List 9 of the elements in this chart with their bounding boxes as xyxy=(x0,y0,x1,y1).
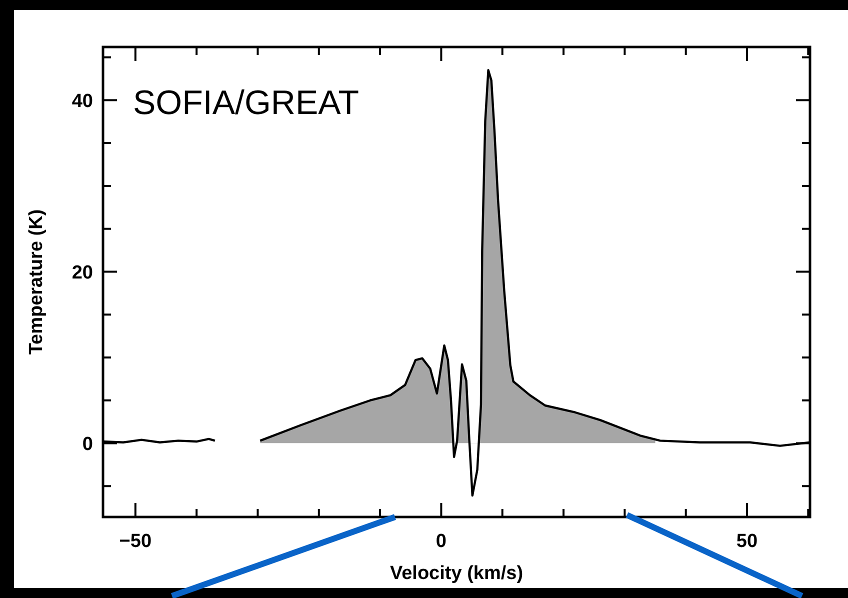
y-tick-label: 40 xyxy=(72,90,93,112)
x-tick-label: 50 xyxy=(736,531,758,552)
x-tick-label: −50 xyxy=(119,531,152,552)
x-tick-label: 0 xyxy=(436,531,446,552)
annotation: SOFIA/GREAT xyxy=(133,84,360,122)
y-tick-label: 0 xyxy=(82,434,93,455)
y-tick-label: 20 xyxy=(72,262,93,284)
y-axis-title: Temperature (K) xyxy=(26,209,47,355)
x-axis-title: Velocity (km/s) xyxy=(390,563,524,584)
